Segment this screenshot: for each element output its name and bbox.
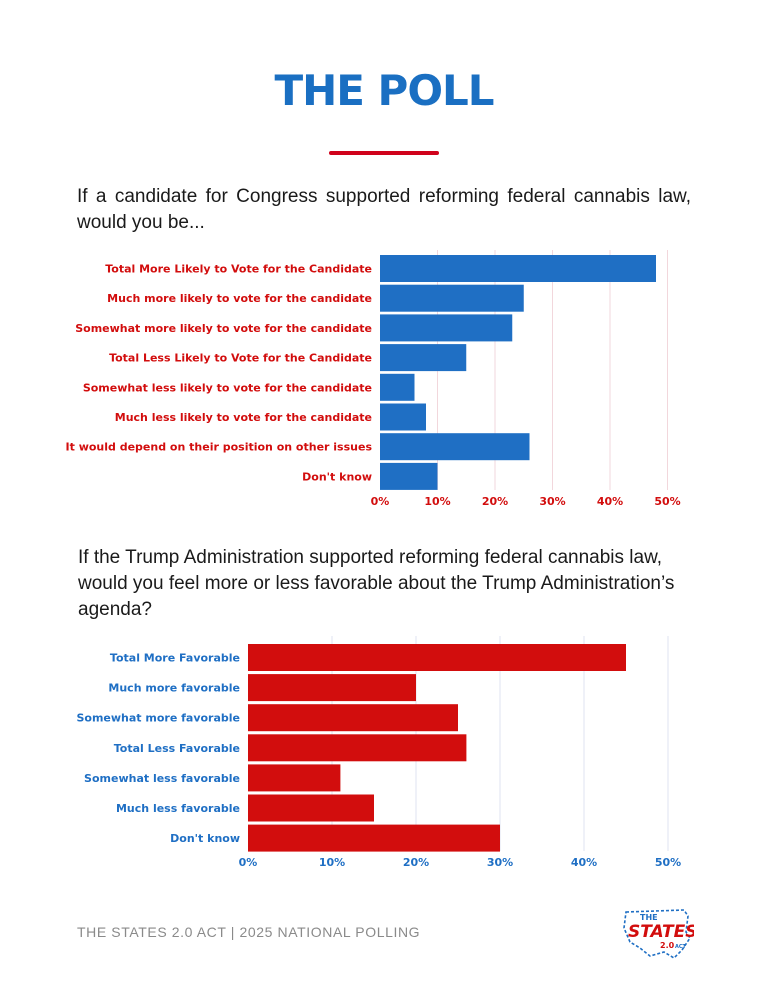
bar bbox=[248, 794, 374, 822]
tick-label: 30% bbox=[487, 856, 513, 869]
bar bbox=[380, 284, 524, 312]
tick-label: 10% bbox=[319, 856, 345, 869]
title-underline bbox=[329, 151, 439, 155]
category-label: Much less likely to vote for the candida… bbox=[115, 411, 372, 424]
bar bbox=[248, 764, 341, 792]
tick-label: 50% bbox=[655, 856, 681, 869]
bar bbox=[380, 344, 467, 372]
states-act-logo: THE STATES 2.0 ACT bbox=[623, 909, 694, 960]
category-label: Don't know bbox=[170, 832, 240, 845]
logo-text-act: ACT bbox=[675, 944, 687, 950]
bar bbox=[248, 674, 416, 702]
bar bbox=[380, 373, 415, 401]
bar bbox=[248, 704, 458, 732]
bar bbox=[380, 255, 656, 282]
category-label: Total More Favorable bbox=[110, 652, 240, 665]
logo-text-states: STATES bbox=[628, 922, 694, 942]
bar bbox=[380, 462, 438, 490]
category-label: Much more favorable bbox=[108, 682, 240, 695]
tick-label: 0% bbox=[371, 495, 390, 508]
bar bbox=[380, 433, 530, 461]
question-2: If the Trump Administration supported re… bbox=[78, 547, 675, 620]
logo-text-version: 2.0 bbox=[660, 941, 675, 950]
tick-label: 10% bbox=[424, 495, 450, 508]
bar bbox=[248, 824, 500, 852]
category-label: Much more likely to vote for the candida… bbox=[107, 292, 372, 305]
footer-text: THE STATES 2.0 ACT | 2025 NATIONAL POLLI… bbox=[77, 924, 421, 940]
tick-label: 40% bbox=[597, 495, 623, 508]
category-label: Somewhat more favorable bbox=[76, 712, 240, 725]
category-label: Total More Likely to Vote for the Candid… bbox=[105, 263, 372, 276]
bar bbox=[380, 403, 426, 431]
question-1: If a candidate for Congress supported re… bbox=[77, 186, 691, 233]
category-label: Somewhat less likely to vote for the can… bbox=[83, 381, 372, 394]
category-label: Much less favorable bbox=[116, 802, 240, 815]
logo-text-the: THE bbox=[640, 913, 658, 922]
tick-label: 20% bbox=[482, 495, 508, 508]
chart-2: Total More Favorable Much more favorable S… bbox=[76, 636, 681, 869]
page-title: THE POLL bbox=[274, 66, 494, 115]
category-label: It would depend on their position on oth… bbox=[66, 441, 373, 454]
category-label: Total Less Likely to Vote for the Candid… bbox=[109, 352, 372, 365]
tick-label: 40% bbox=[571, 856, 597, 869]
tick-label: 30% bbox=[539, 495, 565, 508]
tick-label: 20% bbox=[403, 856, 429, 869]
bar bbox=[248, 734, 467, 762]
category-label: Somewhat less favorable bbox=[84, 772, 240, 785]
chart-1: Total More Likely to Vote for the Candid… bbox=[66, 250, 681, 508]
tick-label: 50% bbox=[654, 495, 680, 508]
bar bbox=[248, 644, 626, 671]
category-label: Total Less Favorable bbox=[114, 742, 240, 755]
category-label: Somewhat more likely to vote for the can… bbox=[75, 322, 372, 335]
category-label: Don't know bbox=[302, 470, 372, 483]
bar bbox=[380, 314, 513, 342]
tick-label: 0% bbox=[239, 856, 258, 869]
